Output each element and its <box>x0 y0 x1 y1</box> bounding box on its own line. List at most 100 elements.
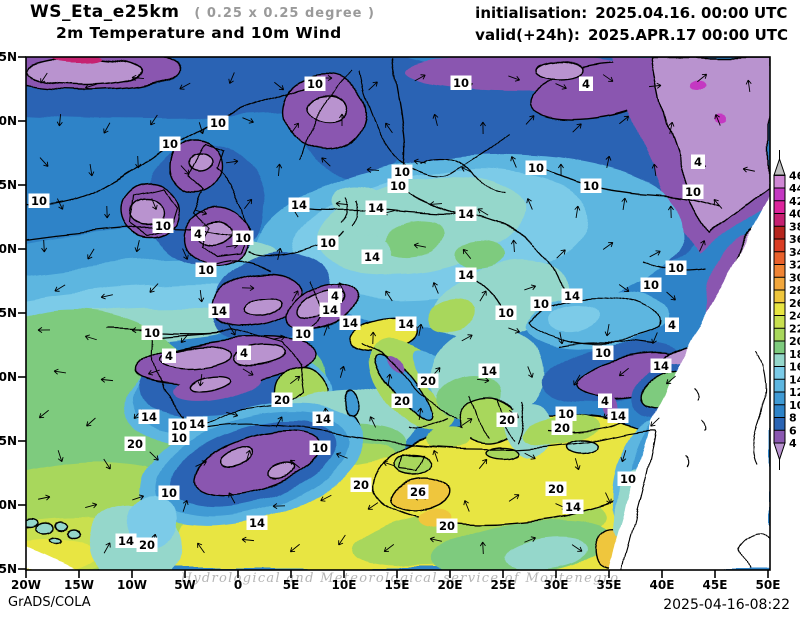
svg-text:4: 4 <box>582 77 590 91</box>
watermark: Hydrological and Meteorological service … <box>180 571 620 586</box>
contour-label: 10 <box>555 406 577 421</box>
svg-text:14: 14 <box>364 250 380 264</box>
contour-label: 10 <box>450 75 472 90</box>
contour-label: 10 <box>28 193 50 208</box>
contour-label: 4 <box>691 154 705 169</box>
svg-text:20: 20 <box>353 478 369 492</box>
svg-text:14: 14 <box>653 359 669 373</box>
svg-text:34: 34 <box>789 246 800 259</box>
svg-text:4: 4 <box>601 394 609 408</box>
contour-label: 14 <box>186 416 208 431</box>
svg-text:10: 10 <box>307 77 323 91</box>
svg-text:32: 32 <box>789 259 800 272</box>
svg-text:14: 14 <box>398 317 414 331</box>
svg-text:18: 18 <box>789 348 800 361</box>
contour-label: 20 <box>350 477 372 492</box>
run-info: initialisation: 2025.04.16. 00:00 UTC val… <box>475 2 788 46</box>
svg-text:10: 10 <box>394 165 410 179</box>
svg-text:36: 36 <box>789 233 800 246</box>
valid-line: valid(+24h): 2025.APR.17 00:00 UTC <box>475 24 788 46</box>
svg-text:6: 6 <box>789 424 797 437</box>
svg-text:10: 10 <box>583 179 599 193</box>
svg-text:20: 20 <box>548 482 564 496</box>
contour-label: 14 <box>650 358 672 373</box>
svg-text:14: 14 <box>564 289 580 303</box>
svg-text:10: 10 <box>312 441 328 455</box>
contour-label: 10 <box>292 326 314 341</box>
color-legend: 4681012141618202224262830323436384042444… <box>773 150 800 470</box>
lon-axis: 20W 15W 10W 5W 0 5E 10E 15E 20E 25E 30E 35E 40E 45E 50… <box>11 570 780 592</box>
contour-label: 20 <box>124 436 146 451</box>
svg-text:42: 42 <box>789 195 800 208</box>
contour-label: 20 <box>496 412 518 427</box>
contour-label: 4 <box>237 345 251 360</box>
contour-label: 10 <box>304 76 326 91</box>
contour-label: 20 <box>391 393 413 408</box>
svg-text:10: 10 <box>498 306 514 320</box>
svg-text:14: 14 <box>315 412 331 426</box>
contour-label: 26 <box>407 484 429 499</box>
svg-text:30N: 30N <box>0 498 17 512</box>
svg-text:10: 10 <box>595 346 611 360</box>
svg-text:20: 20 <box>394 394 410 408</box>
svg-text:14: 14 <box>189 417 205 431</box>
svg-text:35N: 35N <box>0 434 17 448</box>
contour-label: 10 <box>141 325 163 340</box>
contour-label: 10 <box>682 184 704 199</box>
contour-label: 14 <box>478 363 500 378</box>
svg-text:45E: 45E <box>703 578 728 592</box>
init-value: 2025.04.16. 00:00 UTC <box>595 4 788 22</box>
contour-label: 14 <box>607 408 629 423</box>
grads-attribution: GrADS/COLA <box>8 595 91 610</box>
svg-text:10W: 10W <box>117 578 147 592</box>
contour-label: 14 <box>562 499 584 514</box>
svg-text:14: 14 <box>342 316 358 330</box>
contour-label: 20 <box>551 420 573 435</box>
contour-label: 14 <box>365 200 387 215</box>
init-line: initialisation: 2025.04.16. 00:00 UTC <box>475 2 788 24</box>
contour-label: 20 <box>436 518 458 533</box>
svg-text:28: 28 <box>789 284 800 297</box>
contour-label: 10 <box>195 262 217 277</box>
contour-label: 10 <box>168 418 190 433</box>
svg-text:12: 12 <box>789 386 800 399</box>
contour-label: 4 <box>191 226 205 241</box>
svg-text:5E: 5E <box>283 578 300 592</box>
svg-text:15E: 15E <box>385 578 410 592</box>
svg-text:38: 38 <box>789 220 800 233</box>
svg-text:20: 20 <box>789 335 800 348</box>
contour-label: 14 <box>561 288 583 303</box>
svg-text:40E: 40E <box>650 578 675 592</box>
contour-label: 10 <box>152 218 174 233</box>
svg-text:14: 14 <box>291 198 307 212</box>
contour-label: 10 <box>387 178 409 193</box>
contour-label: 10 <box>530 296 552 311</box>
svg-text:4: 4 <box>789 437 797 450</box>
contour-label: 10 <box>391 164 413 179</box>
svg-text:35E: 35E <box>597 578 622 592</box>
svg-text:44: 44 <box>789 182 800 195</box>
svg-text:10: 10 <box>668 261 684 275</box>
svg-text:45N: 45N <box>0 306 17 320</box>
contour-label: 14 <box>115 533 137 548</box>
contour-label: 10 <box>640 277 662 292</box>
svg-text:14: 14 <box>211 304 227 318</box>
contour-label: 4 <box>665 317 679 332</box>
svg-text:10: 10 <box>620 472 636 486</box>
svg-text:20: 20 <box>139 538 155 552</box>
svg-text:5W: 5W <box>174 578 196 592</box>
svg-text:4: 4 <box>668 318 676 332</box>
svg-text:26: 26 <box>789 297 800 310</box>
contour-label: 10 <box>207 115 229 130</box>
contour-label: 14 <box>395 316 417 331</box>
contour-label: 14 <box>138 409 160 424</box>
contour-label: 10 <box>232 230 254 245</box>
svg-text:8: 8 <box>789 412 797 425</box>
svg-text:40N: 40N <box>0 370 17 384</box>
svg-text:10: 10 <box>31 194 47 208</box>
svg-text:14: 14 <box>565 500 581 514</box>
svg-text:10: 10 <box>295 327 311 341</box>
svg-text:14: 14 <box>368 201 384 215</box>
svg-text:55N: 55N <box>0 178 17 192</box>
